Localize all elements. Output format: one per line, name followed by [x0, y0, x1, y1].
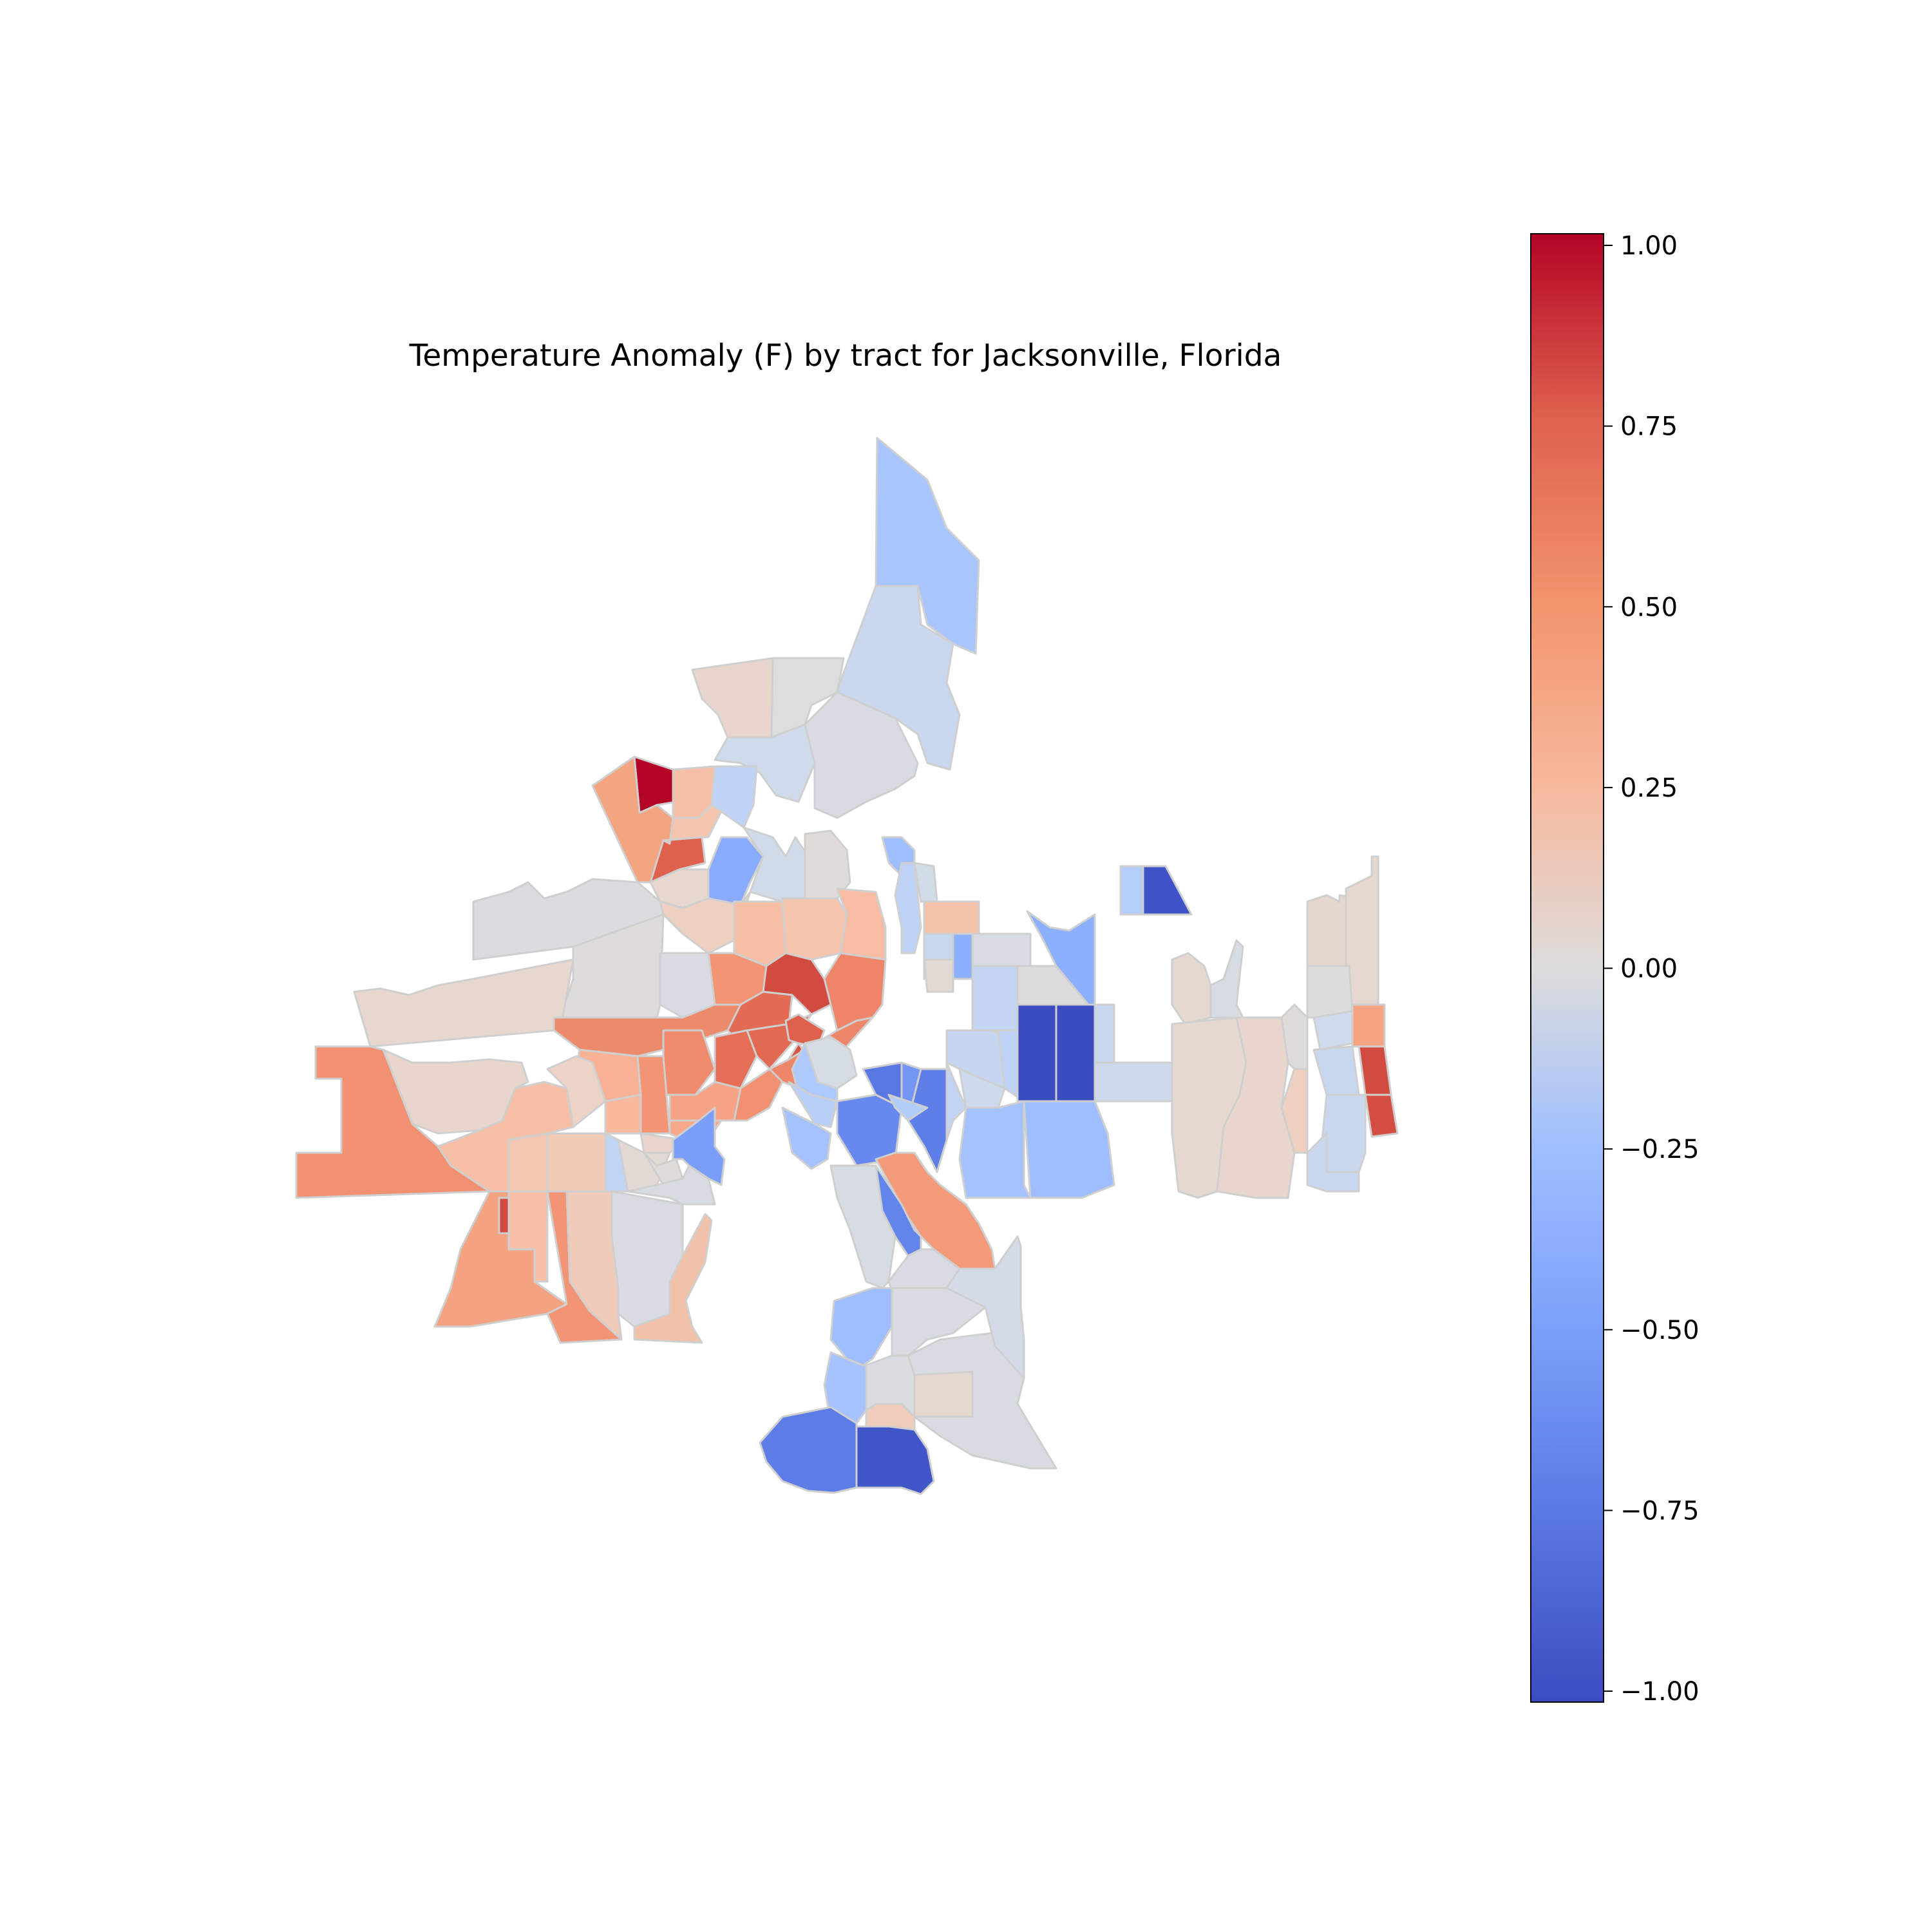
colorbar-tick-label: 0.50 — [1620, 592, 1678, 622]
tract — [952, 933, 974, 980]
tract — [1280, 1068, 1309, 1154]
colorbar-tick-label: 0.75 — [1620, 412, 1678, 442]
tract — [855, 1425, 935, 1495]
tract — [887, 1094, 929, 1122]
tract — [382, 1048, 529, 1135]
tract — [633, 1213, 713, 1344]
colorbar-ticks: 1.00 0.75 0.50 0.25 0.00 −0.25 −0.50 −0.75 −1.00 — [1604, 231, 1700, 1707]
tract — [1094, 1003, 1115, 1064]
tract — [546, 1055, 607, 1128]
colorbar-tick-label: −0.50 — [1620, 1316, 1700, 1345]
tract — [971, 933, 1032, 967]
tract — [829, 1287, 893, 1367]
map-title: Temperature Anomaly (F) by tract for Jac… — [409, 338, 1282, 374]
tract — [945, 1061, 967, 1141]
tract — [836, 887, 887, 961]
tract — [781, 897, 848, 961]
tract — [546, 1132, 607, 1193]
tract — [1312, 1010, 1354, 1051]
tract — [472, 878, 665, 961]
colorbar: 1.00 0.75 0.50 0.25 0.00 −0.25 −0.50 −0.75 −1.00 — [1530, 231, 1700, 1707]
tract — [823, 1351, 874, 1425]
tract-map — [295, 437, 1399, 1495]
tract — [353, 958, 574, 1048]
colorbar-tick-label: −0.75 — [1620, 1496, 1700, 1526]
tract — [507, 1132, 549, 1193]
tract — [875, 1151, 996, 1270]
tract — [804, 691, 919, 819]
tract — [672, 1106, 726, 1186]
colorbar-tick-label: 0.00 — [1620, 954, 1678, 984]
colorbar-tick-label: −1.00 — [1620, 1677, 1700, 1707]
tract — [1358, 1045, 1392, 1096]
colorbar-gradient — [1530, 233, 1604, 1703]
tract — [1119, 865, 1144, 916]
tract — [714, 1029, 758, 1090]
tract — [907, 1332, 1057, 1470]
tract — [636, 1055, 671, 1135]
tract — [1351, 1003, 1386, 1048]
tract — [714, 723, 816, 803]
tract — [604, 1094, 642, 1135]
tract — [971, 965, 1019, 1032]
tract — [1209, 939, 1244, 1019]
tract — [923, 958, 954, 993]
tract — [913, 1370, 974, 1418]
colorbar-tick-label: 1.00 — [1620, 231, 1678, 261]
colorbar-tick-label: 0.25 — [1620, 773, 1678, 803]
tract — [1016, 1003, 1057, 1103]
tract — [958, 1100, 1032, 1199]
tract — [1306, 1132, 1360, 1193]
colorbar-tick-label: −0.25 — [1620, 1135, 1700, 1164]
tract — [1364, 1094, 1399, 1138]
tract — [1094, 1061, 1173, 1103]
tract — [781, 1106, 832, 1170]
tract — [1142, 865, 1193, 916]
tract — [1055, 1003, 1096, 1103]
tract — [923, 900, 980, 935]
tract — [662, 804, 723, 845]
tract — [643, 1151, 684, 1186]
tract — [788, 1081, 838, 1128]
tract — [1023, 1100, 1115, 1199]
tract — [1306, 965, 1354, 1019]
tract — [759, 1406, 858, 1494]
